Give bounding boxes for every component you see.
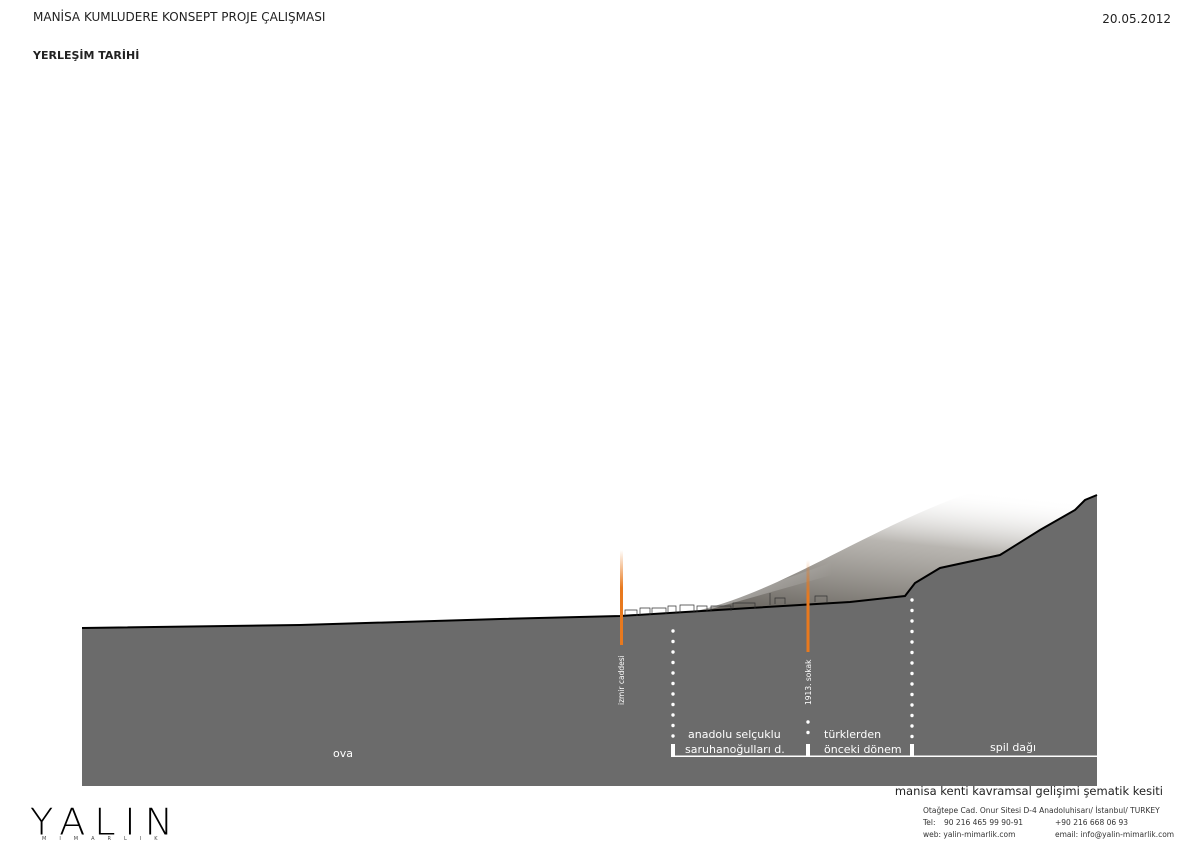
divider-dot [910,608,914,613]
buildings [624,593,828,616]
divider-dot [806,720,810,724]
zone-spil: spil dağı [990,741,1036,754]
date: 20.05.2012 [1102,12,1171,26]
website-link[interactable]: web: yalin-mimarlik.com [923,830,1016,839]
street-marker-1913 [806,560,810,652]
divider-dot [910,671,914,676]
zone-selcuklu-line2: saruhanoğulları d. [685,743,785,756]
tel-1: 90 216 465 99 90-91 [944,818,1024,827]
zone-ova: ova [333,747,353,760]
divider-dot [671,629,675,633]
divider-dot [671,650,675,654]
street-label-1913: 1913. sokak [804,659,813,705]
zone-pre-turkish-line2: önceki dönem [824,743,902,756]
divider-dot [671,734,675,738]
address: Otağtepe Cad. Onur Sitesi D-4 Anadoluhis… [923,806,1160,815]
divider-dot [910,629,914,634]
logo: YALIN [30,801,183,843]
page-title: MANİSA KUMLUDERE KONSEPT PROJE ÇALIŞMASI [33,10,326,24]
zone-selcuklu-line1: anadolu selçuklu [688,728,781,741]
diagram-caption: manisa kenti kavramsal gelişimi şematik … [894,784,1163,798]
divider-dot [910,619,914,623]
divider-dot [671,692,675,696]
tel-label: Tel: [923,818,936,827]
divider-dot [910,703,914,707]
divider-dot [910,661,914,665]
divider-dot [671,681,675,686]
divider-dot [910,650,914,655]
divider-dot [910,734,914,739]
divider-dot [910,682,914,686]
baseline [671,755,1097,757]
divider-dot [806,730,810,735]
divider-dot [910,713,914,718]
divider-dot [910,640,914,644]
divider-dot [671,713,675,717]
zone-pre-turkish-line1: türklerden [824,728,881,741]
street-marker-izmir [620,550,623,645]
divider-dot [910,724,914,728]
divider-dot [910,692,914,697]
divider-dot [671,639,675,644]
period-dividers [671,598,914,739]
divider-dot [671,723,675,728]
divider-dot [671,660,675,665]
logo-subtext: MIMARLIK [42,836,171,842]
ground-section [82,495,1097,786]
tel-2: +90 216 668 06 93 [1055,818,1129,827]
divider-dot [671,702,675,707]
divider-dot [671,671,675,675]
ground-line [81,494,1098,629]
divider-dot [910,598,914,602]
email-link[interactable]: email: info@yalin-mimarlik.com [1055,830,1175,839]
street-label-izmir: izmir caddesi [617,655,626,705]
section-subtitle: YERLEŞİM TARİHİ [33,49,140,62]
